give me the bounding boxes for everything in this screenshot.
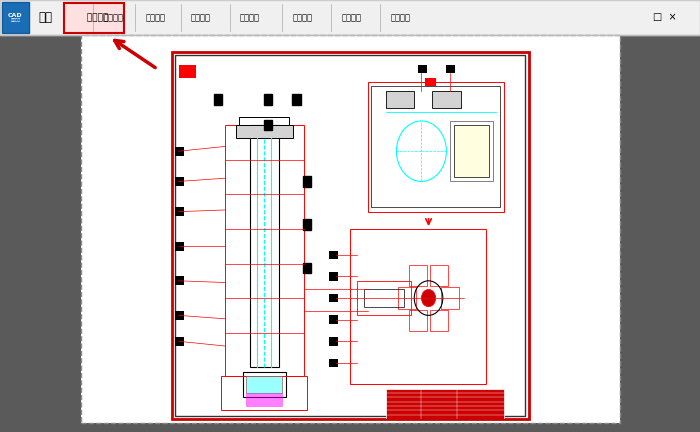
Bar <box>175 242 184 251</box>
Text: 显示全图: 显示全图 <box>191 13 211 22</box>
Bar <box>368 82 503 212</box>
Bar <box>425 78 435 86</box>
Bar <box>350 229 486 384</box>
Bar <box>357 281 411 315</box>
Bar <box>303 219 312 230</box>
Bar <box>2 2 29 33</box>
Bar <box>450 121 493 181</box>
Bar <box>418 65 427 73</box>
Bar <box>175 55 525 416</box>
Bar <box>250 125 279 367</box>
Bar <box>243 372 286 397</box>
Bar <box>175 337 184 346</box>
Text: 打印设置: 打印设置 <box>104 13 123 22</box>
Bar <box>246 376 282 393</box>
Text: 快速看图: 快速看图 <box>10 18 20 22</box>
Bar <box>175 311 184 320</box>
Bar <box>80 35 620 423</box>
Bar <box>454 125 489 177</box>
Bar <box>225 125 304 376</box>
Bar <box>80 35 620 423</box>
Bar <box>432 91 461 108</box>
Bar <box>364 289 403 307</box>
Bar <box>303 176 312 187</box>
Text: 返回看图: 返回看图 <box>391 13 410 22</box>
Bar <box>264 94 272 105</box>
Bar <box>264 120 272 130</box>
Bar <box>214 94 222 105</box>
Bar <box>178 65 197 78</box>
Bar <box>386 91 414 108</box>
Text: 打印: 打印 <box>38 11 52 24</box>
Bar <box>172 52 528 419</box>
Bar <box>328 337 337 346</box>
Circle shape <box>421 289 435 307</box>
Text: CAD: CAD <box>8 13 22 18</box>
Text: □  ×: □ × <box>653 12 677 22</box>
Bar <box>447 65 455 73</box>
Bar <box>246 376 282 393</box>
Bar <box>430 265 448 286</box>
Bar <box>328 294 337 302</box>
Bar <box>236 125 293 138</box>
Bar <box>175 177 184 186</box>
Text: 实时缩放: 实时缩放 <box>293 13 312 22</box>
Bar <box>328 359 337 367</box>
FancyBboxPatch shape <box>64 3 124 33</box>
Bar <box>328 251 337 259</box>
Bar <box>175 147 184 156</box>
Bar <box>398 287 416 309</box>
Text: 筛选打印: 筛选打印 <box>146 13 165 22</box>
Bar <box>221 376 307 410</box>
Bar <box>409 265 427 286</box>
Bar <box>246 393 282 406</box>
Bar <box>372 86 500 207</box>
Bar <box>292 94 301 105</box>
Bar <box>328 272 337 281</box>
Bar <box>409 310 427 331</box>
Text: 手动平移: 手动平移 <box>240 13 260 22</box>
Bar <box>441 287 459 309</box>
Bar <box>386 389 503 419</box>
Bar <box>430 310 448 331</box>
Bar <box>175 207 184 216</box>
Bar <box>239 117 289 125</box>
Text: 开始打印: 开始打印 <box>80 13 108 22</box>
Bar <box>0 0 700 35</box>
Bar <box>303 263 312 273</box>
Bar <box>175 276 184 285</box>
Bar <box>328 315 337 324</box>
Text: 色彩切换: 色彩切换 <box>342 13 361 22</box>
